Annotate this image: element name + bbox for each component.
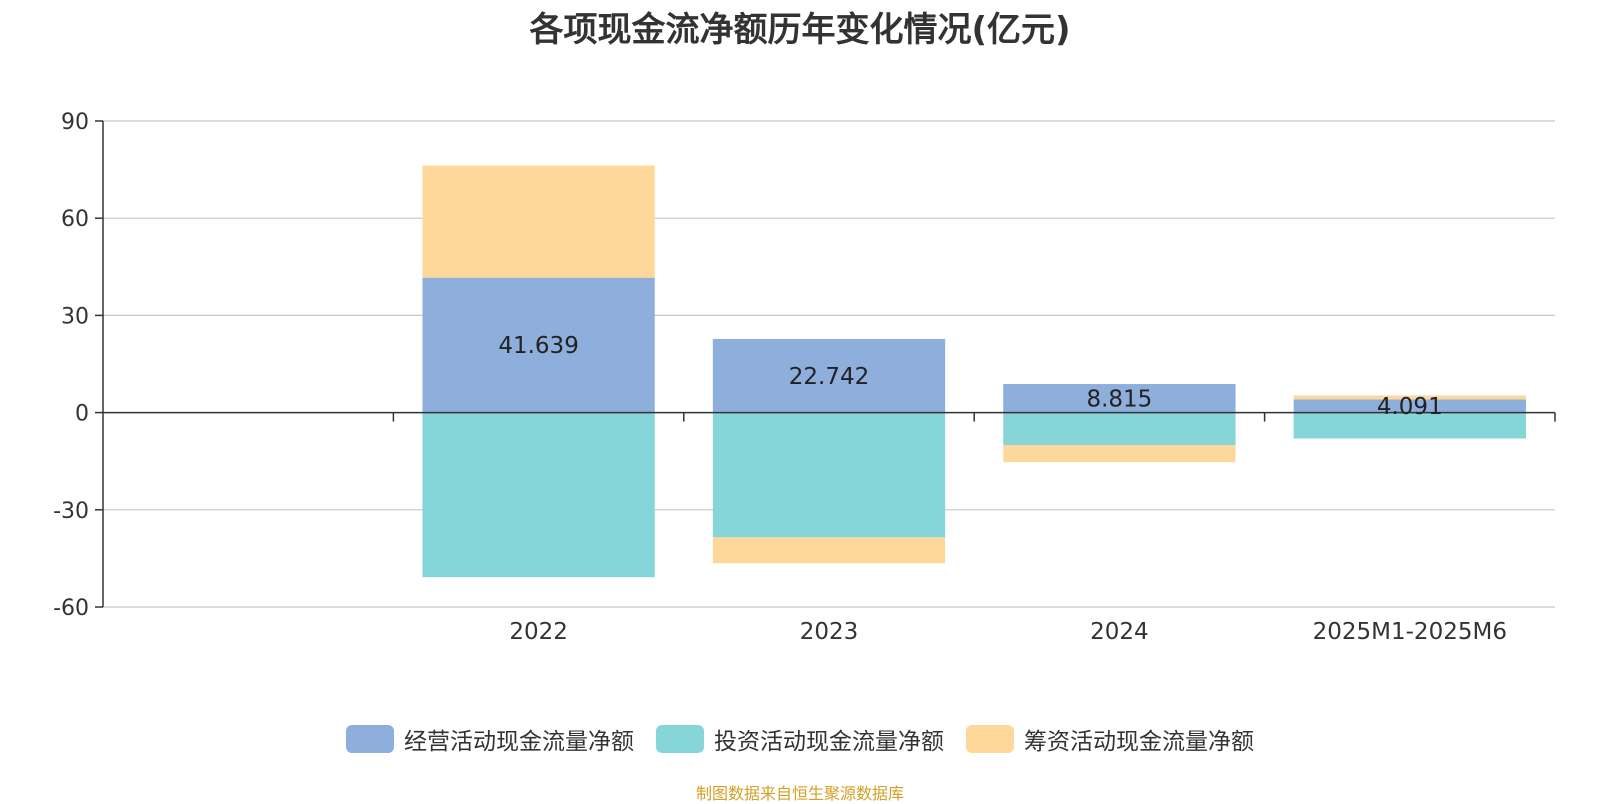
bar-operating xyxy=(1293,399,1526,413)
legend-label-financing: 筹资活动现金流量净额 xyxy=(1024,729,1254,755)
bar-investing xyxy=(422,412,655,578)
x-tick-label: 2022 xyxy=(509,619,568,645)
source-note: 制图数据来自恒生聚源数据库 xyxy=(695,784,904,803)
bar-operating xyxy=(1003,384,1236,413)
y-tick-label: -60 xyxy=(53,596,89,621)
legend-swatch-operating xyxy=(346,725,394,753)
data-label: 4.091 xyxy=(1377,394,1443,420)
y-tick-label: -30 xyxy=(53,499,89,524)
bar-investing xyxy=(1003,412,1236,445)
legend-swatch-financing xyxy=(966,725,1014,753)
bar-operating xyxy=(712,338,946,413)
legend: 经营活动现金流量净额 投资活动现金流量净额 筹资活动现金流量净额 xyxy=(0,722,1600,756)
y-tick-label: 0 xyxy=(75,402,89,427)
y-tick-label: 30 xyxy=(61,304,89,329)
data-label: 41.639 xyxy=(498,333,578,359)
legend-item-investing[interactable]: 投资活动现金流量净额 xyxy=(656,722,944,756)
chart-title: 各项现金流净额历年变化情况(亿元) xyxy=(529,10,1071,50)
bar-investing xyxy=(1293,412,1526,439)
bar-investing xyxy=(712,412,946,538)
x-tick-label: 2025M1-2025M6 xyxy=(1313,619,1507,645)
x-tick-label: 2023 xyxy=(800,619,859,645)
x-tick-label: 2024 xyxy=(1090,619,1149,645)
bar-financing xyxy=(1003,445,1236,463)
data-label: 8.815 xyxy=(1086,386,1152,412)
bar-financing xyxy=(422,165,655,278)
legend-item-operating[interactable]: 经营活动现金流量净额 xyxy=(346,722,634,756)
legend-label-operating: 经营活动现金流量净额 xyxy=(404,729,634,755)
legend-label-investing: 投资活动现金流量净额 xyxy=(714,729,944,755)
bar-financing xyxy=(712,537,946,564)
bar-financing xyxy=(1293,395,1526,400)
y-tick-label: 60 xyxy=(61,207,89,232)
legend-item-financing[interactable]: 筹资活动现金流量净额 xyxy=(966,722,1254,756)
legend-swatch-investing xyxy=(656,725,704,753)
stacked-bar-chart: -60 -30 0 30 60 90 2022 2023 2024 2025M1-2025M6 41… xyxy=(53,110,1556,645)
data-label: 22.742 xyxy=(789,364,869,390)
bar-operating xyxy=(422,277,655,413)
y-tick-label: 90 xyxy=(61,110,89,135)
